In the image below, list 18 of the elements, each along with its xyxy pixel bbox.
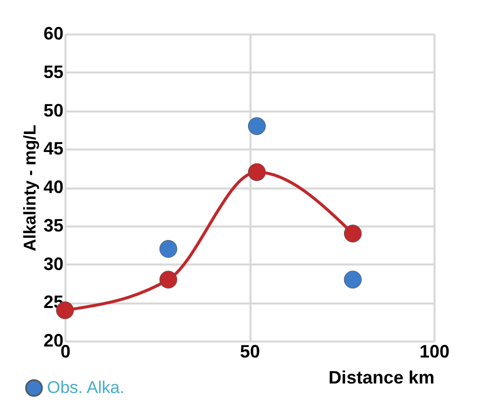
point (159, 240, 178, 258)
y-tick-label: 55 (43, 62, 64, 82)
point (248, 117, 266, 135)
y-tick-label: 30 (43, 254, 64, 274)
y-tick-label: 50 (43, 100, 64, 120)
point (344, 270, 362, 288)
y-tick-label: 35 (43, 215, 64, 236)
y-axis-title: Alkalinty - mg/L (20, 124, 40, 252)
y-tick-label: 60 (43, 24, 64, 44)
x-tick-label: 50 (240, 342, 260, 362)
x-tick-label: 100 (419, 342, 450, 362)
point (344, 224, 362, 242)
point (159, 270, 178, 288)
legend-label: Obs. Alka. (47, 378, 124, 397)
x-axis-title: Distance km (328, 368, 434, 388)
y-tick-label: 45 (43, 138, 64, 159)
point (248, 163, 266, 182)
y-tick-label: 40 (43, 177, 64, 197)
